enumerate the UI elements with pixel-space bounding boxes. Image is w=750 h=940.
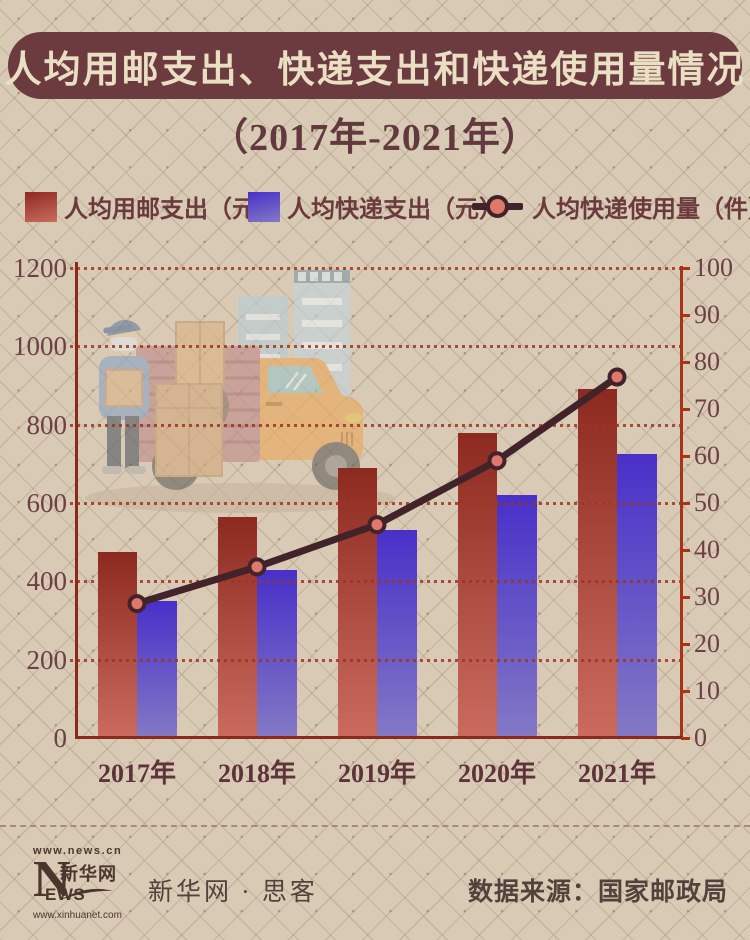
right-axis-tick	[681, 595, 690, 599]
legend-item-usage: 人均快递使用量（件）	[472, 189, 750, 224]
legend-label: 人均用邮支出（元）	[64, 197, 280, 223]
legend-item-express: 人均快递支出（元）	[248, 189, 503, 224]
left-axis-tick-label: 200	[26, 644, 68, 675]
x-axis-label: 2017年	[97, 759, 176, 788]
chart-legend: 人均用邮支出（元） 人均快递支出（元） 人均快递使用量（件）	[0, 189, 750, 223]
right-axis-tick-label: 10	[694, 676, 720, 705]
left-axis-tick-label: 1200	[13, 253, 67, 283]
postal-expense-bar	[218, 516, 257, 738]
logo-url-bottom: www.xinhuanet.com	[33, 910, 122, 921]
express-expense-bar	[137, 600, 177, 738]
right-axis-tick-label: 40	[694, 535, 720, 564]
left-axis-tick-label: 1000	[13, 331, 67, 362]
line-marker-icon	[472, 195, 523, 218]
x-axis-label: 2019年	[337, 759, 416, 788]
postal-expense-bar	[338, 467, 377, 738]
right-axis-tick	[681, 689, 690, 693]
gridline	[70, 580, 682, 584]
x-axis-label: 2018年	[217, 759, 296, 788]
x-axis-label: 2020年	[457, 759, 536, 788]
left-axis-tick-label: 600	[26, 488, 68, 518]
footer-brand: 新华网 · 思客	[148, 879, 318, 906]
gridline	[70, 267, 682, 270]
right-axis-tick-label: 90	[694, 300, 720, 329]
right-axis-tick	[681, 548, 690, 552]
right-axis-tick-label: 100	[694, 253, 733, 282]
data-source-note: 数据来源：国家邮政局	[467, 879, 728, 906]
postal-swatch-icon	[25, 191, 57, 222]
left-axis-line	[75, 262, 78, 739]
postal-expense-bar	[458, 432, 497, 738]
logo-url-top: www.news.cn	[33, 845, 123, 857]
logo-ews-text: EWS	[45, 885, 86, 904]
express-expense-bar	[617, 454, 657, 738]
right-axis-tick-label: 0	[694, 723, 707, 752]
logo-mark-icon: N 新华网 EWS	[33, 851, 153, 908]
right-axis-tick-label: 70	[694, 394, 720, 423]
x-axis-label: 2021年	[577, 759, 656, 788]
logo-cn-text: 新华网	[60, 864, 117, 884]
express-swatch-icon	[248, 191, 280, 222]
gridline	[70, 658, 682, 662]
express-expense-bar	[377, 530, 417, 738]
right-axis-tick	[681, 736, 690, 740]
legend-label: 人均快递支出（元）	[287, 197, 503, 223]
postal-expense-bar	[578, 389, 617, 738]
page-title: 人均用邮支出、快递支出和快递使用量情况	[4, 49, 746, 91]
x-axis-line	[75, 736, 683, 739]
legend-label: 人均快递使用量（件）	[532, 197, 750, 223]
gridline	[70, 345, 682, 349]
right-axis-tick	[681, 266, 690, 270]
right-axis-tick	[681, 454, 690, 458]
right-axis-tick-label: 60	[694, 441, 720, 470]
gridline	[70, 502, 682, 505]
xinhuanet-logo: www.news.cn N 新华网 EWS www.xinhuanet.com	[33, 845, 153, 921]
right-axis-tick-label: 20	[694, 629, 720, 658]
logo-swoosh-icon	[60, 888, 113, 900]
express-expense-bar	[257, 569, 297, 738]
right-axis-tick	[681, 501, 690, 505]
right-axis-tick-label: 80	[694, 347, 720, 376]
left-axis-tick-label: 800	[26, 409, 68, 440]
right-axis-tick	[681, 407, 690, 411]
gridline	[70, 423, 682, 427]
left-axis-tick-label: 0	[53, 723, 68, 753]
title-banner: 人均用邮支出、快递支出和快递使用量情况	[5, 32, 744, 99]
left-axis-tick-label: 400	[26, 566, 68, 597]
right-axis-tick-label: 50	[694, 488, 720, 517]
right-axis-tick	[681, 313, 690, 317]
express-expense-bar	[497, 495, 537, 738]
right-axis-tick	[681, 642, 690, 646]
footer-divider	[0, 825, 750, 827]
right-axis-tick-label: 30	[694, 582, 720, 611]
logo-letter-n: N	[33, 851, 71, 908]
page-subtitle: （2017年-2021年）	[210, 117, 540, 159]
legend-item-postal: 人均用邮支出（元）	[25, 189, 280, 224]
right-axis-tick	[681, 360, 690, 364]
